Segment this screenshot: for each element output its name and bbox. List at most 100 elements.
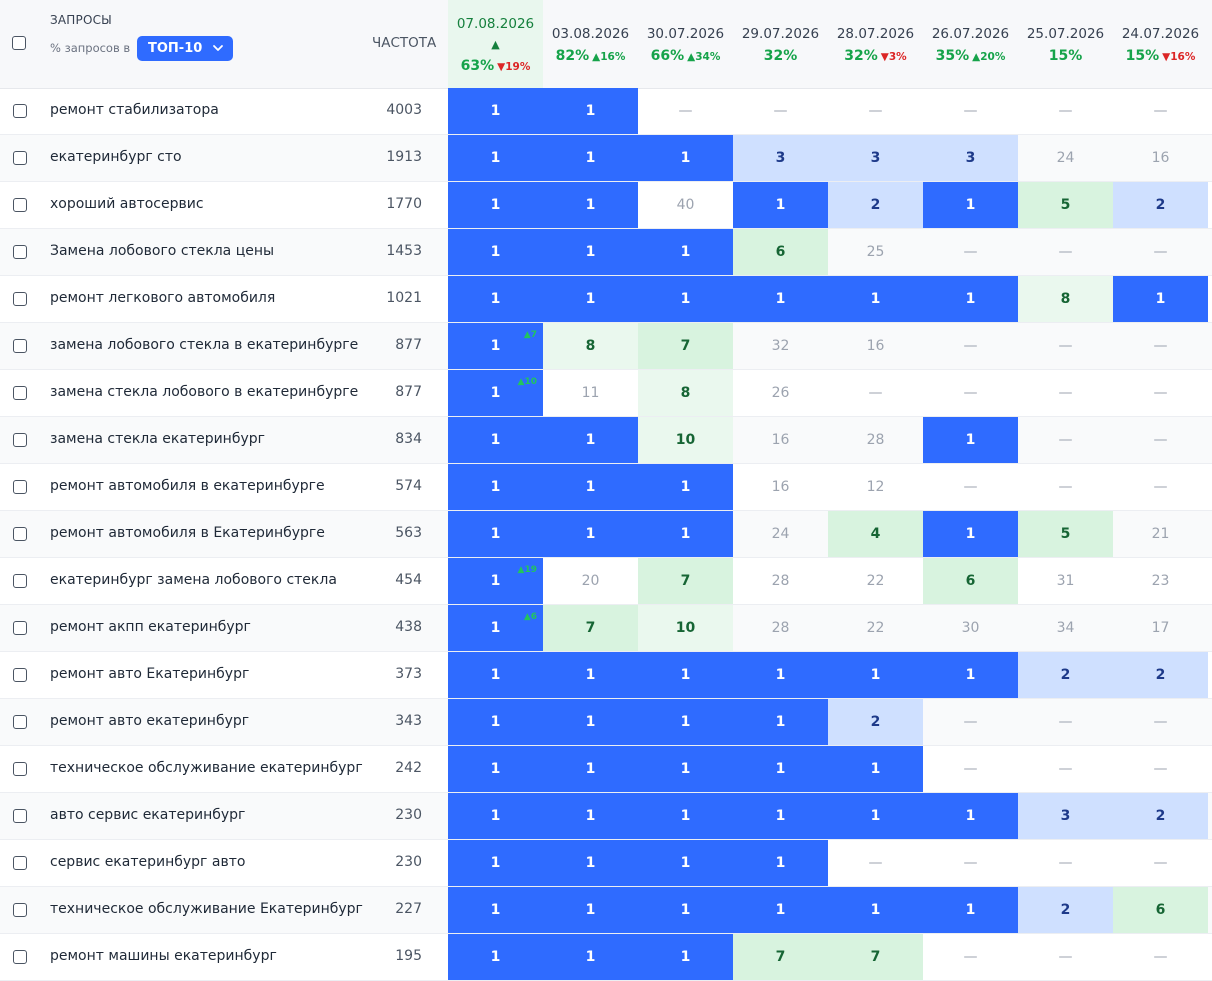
position-cell[interactable]: 22 [828, 605, 923, 651]
query-text[interactable]: замена стекла екатеринбург [50, 431, 265, 447]
position-cell[interactable]: 1 [828, 652, 923, 698]
query-text[interactable]: Замена лобового стекла цены [50, 243, 275, 259]
position-cell[interactable]: — [828, 370, 923, 416]
position-cell[interactable]: 1 [543, 652, 638, 698]
query-text[interactable]: сервис екатеринбург авто [50, 854, 246, 870]
position-cell[interactable]: 7 [638, 558, 733, 604]
position-cell[interactable]: 24 [733, 511, 828, 557]
position-cell[interactable]: 1 [448, 887, 543, 933]
query-text[interactable]: авто сервис екатеринбург [50, 807, 246, 823]
position-cell[interactable]: 31 [1018, 558, 1113, 604]
position-cell[interactable]: 1 [828, 276, 923, 322]
position-cell[interactable]: 6 [733, 229, 828, 275]
position-cell[interactable]: — [1113, 464, 1208, 510]
position-cell[interactable]: 2 [1018, 887, 1113, 933]
position-cell[interactable]: 6 [1113, 887, 1208, 933]
date-column-header[interactable]: 25.07.2026 15% [1018, 0, 1113, 88]
position-cell[interactable]: 1 [448, 417, 543, 463]
row-checkbox[interactable] [13, 762, 27, 776]
position-cell[interactable]: — [923, 699, 1018, 745]
position-cell[interactable]: 1 [638, 793, 733, 839]
position-cell[interactable]: — [1018, 370, 1113, 416]
row-checkbox[interactable] [13, 292, 27, 306]
position-cell[interactable]: 1 [923, 417, 1018, 463]
position-cell[interactable]: 34 [1018, 605, 1113, 651]
date-column-header[interactable]: 29.07.2026 32% [733, 0, 828, 88]
position-cell[interactable]: 3 [923, 135, 1018, 181]
position-cell[interactable]: 10 [638, 417, 733, 463]
position-cell[interactable]: 26 [733, 370, 828, 416]
position-cell[interactable]: 1 [543, 417, 638, 463]
position-cell[interactable]: 1 [638, 229, 733, 275]
query-text[interactable]: ремонт акпп екатеринбург [50, 619, 251, 635]
position-cell[interactable]: — [1113, 323, 1208, 369]
position-cell[interactable]: 2 [1113, 793, 1208, 839]
position-cell[interactable]: 1 [543, 887, 638, 933]
position-cell[interactable]: 1 [448, 793, 543, 839]
position-cell[interactable]: 8 [1018, 276, 1113, 322]
position-cell[interactable]: 1 [448, 135, 543, 181]
row-checkbox[interactable] [13, 104, 27, 118]
position-cell[interactable]: 7 [543, 605, 638, 651]
position-cell[interactable]: 1 [543, 135, 638, 181]
position-cell[interactable]: 8 [543, 323, 638, 369]
date-column-header[interactable]: 28.07.2026 32% ▼3% [828, 0, 923, 88]
position-cell[interactable]: 1 [448, 652, 543, 698]
row-checkbox[interactable] [13, 574, 27, 588]
position-cell[interactable]: 1 [543, 182, 638, 228]
position-cell[interactable]: — [923, 746, 1018, 792]
position-cell[interactable]: 1 [638, 746, 733, 792]
position-cell[interactable]: — [923, 464, 1018, 510]
date-column-header[interactable]: 26.07.2026 35% ▲20% [923, 0, 1018, 88]
row-checkbox[interactable] [13, 433, 27, 447]
position-cell[interactable]: 1 [543, 276, 638, 322]
position-cell[interactable]: 1 [923, 793, 1018, 839]
position-cell[interactable]: 1 [733, 746, 828, 792]
position-cell[interactable]: 1 [543, 840, 638, 886]
position-cell[interactable]: 1 [543, 464, 638, 510]
row-checkbox[interactable] [13, 339, 27, 353]
position-cell[interactable]: 1 [448, 276, 543, 322]
position-cell[interactable]: 1 [543, 746, 638, 792]
position-cell[interactable]: 1 [828, 746, 923, 792]
row-checkbox[interactable] [13, 715, 27, 729]
position-cell[interactable]: 1 [448, 182, 543, 228]
position-cell[interactable]: 1 [638, 934, 733, 980]
row-checkbox[interactable] [13, 527, 27, 541]
query-text[interactable]: екатеринбург сто [50, 149, 182, 165]
position-cell[interactable]: 16 [1113, 135, 1208, 181]
query-text[interactable]: ремонт стабилизатора [50, 102, 219, 118]
position-cell[interactable]: 1 [733, 887, 828, 933]
position-cell[interactable]: — [1018, 417, 1113, 463]
position-cell[interactable]: 21 [1113, 511, 1208, 557]
row-checkbox[interactable] [13, 668, 27, 682]
position-cell[interactable]: 1 [543, 229, 638, 275]
position-cell[interactable]: 1 ▲7 [448, 323, 543, 369]
position-cell[interactable]: 1 ▲10 [448, 370, 543, 416]
position-cell[interactable]: 2 [828, 182, 923, 228]
position-cell[interactable]: — [1113, 88, 1208, 134]
query-text[interactable]: ремонт авто Екатеринбург [50, 666, 250, 682]
position-cell[interactable]: — [733, 88, 828, 134]
position-cell[interactable]: 1 ▲6 [448, 605, 543, 651]
position-cell[interactable]: 10 [638, 605, 733, 651]
query-text[interactable]: екатеринбург замена лобового стекла [50, 572, 337, 588]
position-cell[interactable]: 28 [733, 605, 828, 651]
row-checkbox[interactable] [13, 480, 27, 494]
query-text[interactable]: ремонт легкового автомобиля [50, 290, 276, 306]
position-cell[interactable]: — [1018, 746, 1113, 792]
position-cell[interactable]: 1 [448, 746, 543, 792]
position-cell[interactable]: 1 [638, 840, 733, 886]
select-all-checkbox[interactable] [12, 36, 26, 50]
position-cell[interactable]: 3 [1018, 793, 1113, 839]
position-cell[interactable]: 1 ▲19 [448, 558, 543, 604]
position-cell[interactable]: — [1018, 229, 1113, 275]
date-column-header[interactable]: 30.07.2026 66% ▲34% [638, 0, 733, 88]
position-cell[interactable]: 16 [733, 464, 828, 510]
position-cell[interactable]: 1 [733, 793, 828, 839]
position-cell[interactable]: 1 [733, 652, 828, 698]
position-cell[interactable]: 23 [1113, 558, 1208, 604]
position-cell[interactable]: — [923, 370, 1018, 416]
row-checkbox[interactable] [13, 386, 27, 400]
query-text[interactable]: замена стекла лобового в екатеринбурге [50, 384, 359, 400]
